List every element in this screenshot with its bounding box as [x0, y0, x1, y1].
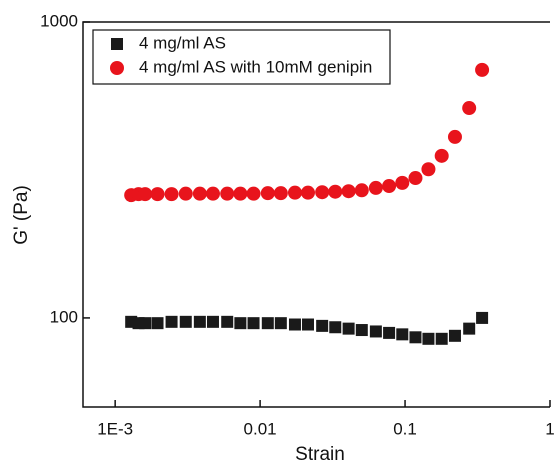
- x-tick-label: 1E-3: [97, 419, 133, 438]
- point: [288, 318, 301, 331]
- point: [329, 321, 342, 334]
- y-tick-label: 1000: [40, 11, 78, 30]
- point: [383, 326, 396, 339]
- point: [355, 324, 368, 337]
- x-tick-label: 0.01: [244, 419, 277, 438]
- point: [164, 187, 179, 202]
- point: [354, 183, 369, 198]
- point: [300, 185, 315, 200]
- point: [408, 171, 423, 186]
- point: [287, 185, 302, 200]
- point: [462, 101, 477, 116]
- point: [315, 185, 330, 200]
- point: [261, 317, 274, 330]
- point: [220, 186, 235, 201]
- point: [234, 317, 247, 330]
- point: [260, 186, 275, 201]
- point: [328, 184, 343, 199]
- point: [448, 329, 461, 342]
- point: [463, 322, 476, 335]
- legend-marker: [111, 38, 123, 50]
- point: [341, 184, 356, 199]
- x-axis-label: Strain: [295, 444, 345, 465]
- point: [151, 317, 164, 330]
- y-axis-label: G' (Pa): [11, 185, 32, 245]
- point: [396, 328, 409, 341]
- point: [139, 317, 152, 330]
- point: [434, 148, 449, 163]
- point: [342, 322, 355, 335]
- point: [274, 317, 287, 330]
- point: [246, 186, 261, 201]
- point: [233, 186, 248, 201]
- point: [179, 315, 192, 328]
- point: [316, 319, 329, 332]
- point: [205, 186, 220, 201]
- point: [221, 315, 234, 328]
- point: [273, 186, 288, 201]
- legend-box: [92, 29, 391, 85]
- axis-frame: [82, 21, 550, 408]
- point: [165, 315, 178, 328]
- x-tick-label: 1: [545, 419, 554, 438]
- point: [193, 315, 206, 328]
- legend-label: 4 mg/ml AS: [139, 33, 226, 52]
- point: [475, 62, 490, 77]
- point: [421, 162, 436, 177]
- point: [368, 180, 383, 195]
- x-tick-label: 0.1: [393, 419, 417, 438]
- point: [369, 325, 382, 338]
- point: [206, 315, 219, 328]
- point: [150, 187, 165, 202]
- point: [435, 332, 448, 345]
- point: [192, 186, 207, 201]
- point: [247, 317, 260, 330]
- y-tick-label: 100: [50, 307, 78, 326]
- point: [422, 332, 435, 345]
- point: [301, 318, 314, 331]
- point: [178, 186, 193, 201]
- point: [382, 179, 397, 194]
- point: [476, 311, 489, 324]
- point: [409, 331, 422, 344]
- legend-marker: [110, 61, 124, 75]
- legend-label: 4 mg/ml AS with 10mM genipin: [139, 57, 372, 76]
- point: [138, 187, 153, 202]
- point: [395, 175, 410, 190]
- point: [447, 129, 462, 144]
